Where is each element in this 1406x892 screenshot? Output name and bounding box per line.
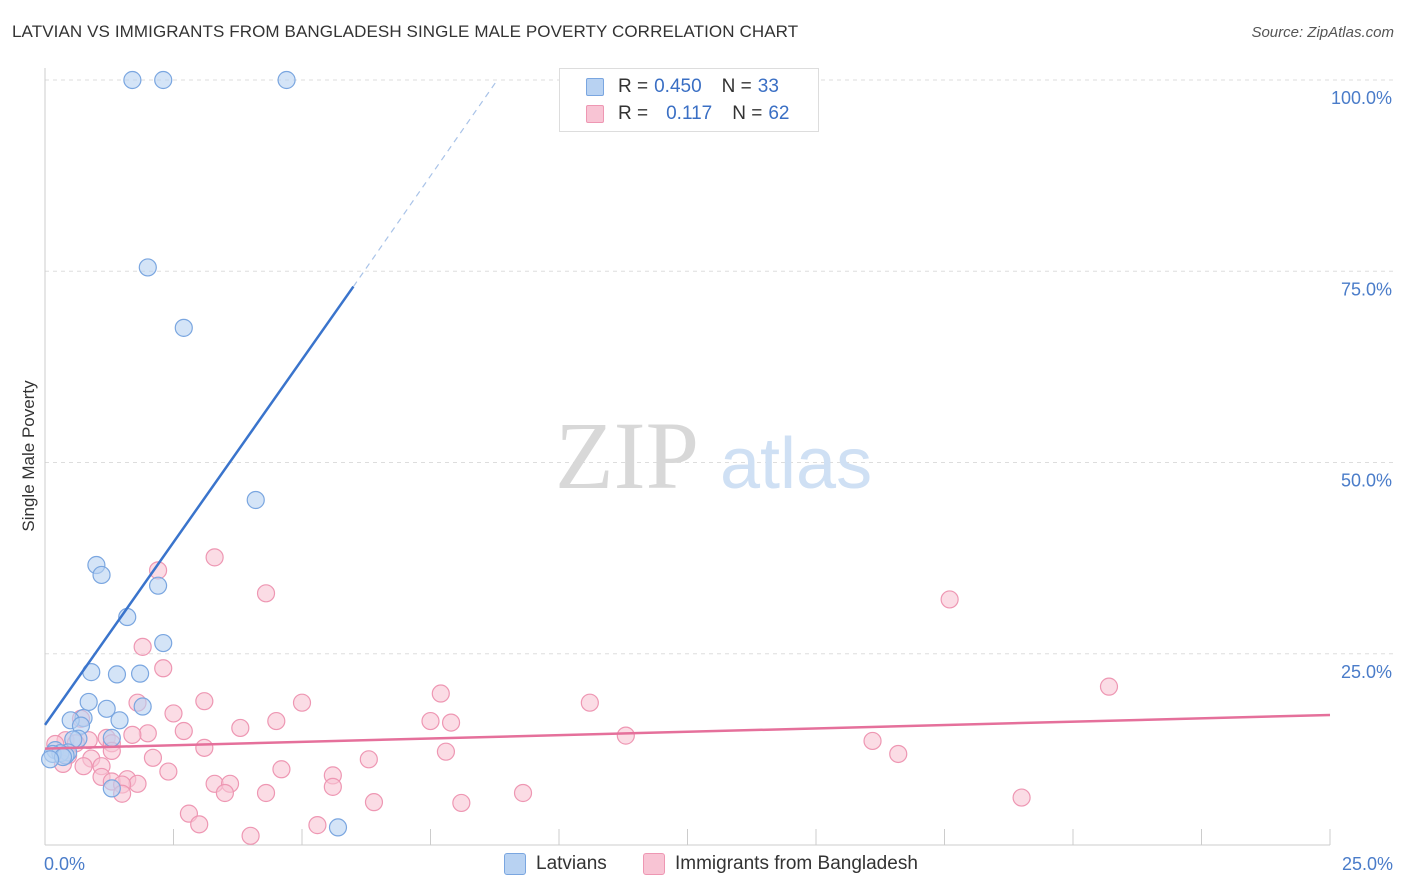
series-bangladesh-points [46,548,1119,845]
tick-labels: 100.0% 75.0% 50.0% 25.0% 0.0% 25.0% [44,88,1393,874]
bangladesh-trend-line [44,713,1331,750]
bangladesh-point [133,637,152,656]
bangladesh-point [143,748,163,767]
y-tick-label: 100.0% [1331,88,1392,108]
watermark-zip: ZIP [555,402,699,509]
series-latvians-points [41,70,348,837]
bangladesh-point [359,750,378,769]
bangladesh-point [241,826,260,845]
latvians-point [154,633,173,653]
r-value: 0.450 [654,76,702,97]
bangladesh-point [431,684,450,703]
watermark-atlas: atlas [720,424,872,504]
bangladesh-point [256,584,276,603]
y-tick-label: 25.0% [1341,662,1392,682]
latvians-trend-line [43,285,355,726]
bangladesh-point [190,815,209,834]
bangladesh-point [1012,788,1031,807]
bangladesh-point [436,742,456,761]
x-tick-label: 25.0% [1342,854,1393,874]
y-axis-label: Single Male Poverty [19,380,38,532]
stats-legend: R = 0.450 N = 33 R = 0.117 N = 62 [559,68,819,132]
latvians-point [130,664,150,683]
bangladesh-point [74,757,93,776]
latvians-swatch [586,78,604,96]
axes [44,68,1331,846]
latvians-point [107,665,127,684]
legend-row-bangladesh: R = 0.117 N = 62 [586,101,790,127]
grid-lines [45,79,1395,655]
latvians-point [133,697,152,716]
n-label: N = [732,103,763,124]
latvians-point [328,818,348,837]
bangladesh-point [256,783,276,803]
latvians-point [138,258,157,277]
bangladesh-swatch [586,105,604,123]
latvians-point [41,750,60,769]
latvians-legend-swatch [504,853,526,875]
bottom-legend-bangladesh[interactable]: Immigrants from Bangladesh [643,851,918,877]
bangladesh-point [128,774,147,793]
bangladesh-point [267,711,286,731]
n-label: N = [721,76,752,97]
bottom-legend-latvians[interactable]: Latvians [504,851,607,877]
watermark: ZIP atlas [555,402,872,509]
bangladesh-point [159,762,178,781]
legend-row-latvians: R = 0.450 N = 33 [586,74,779,100]
latvians-point [92,565,111,585]
x-tick-label: 0.0% [44,854,85,874]
y-tick-label: 75.0% [1341,279,1392,299]
latvians-point [246,490,265,510]
bangladesh-point [123,725,142,744]
r-label: R = [618,76,649,97]
n-value: 33 [757,76,779,97]
latvians-point [79,692,98,712]
bangladesh-point [513,783,533,803]
bangladesh-point [215,783,234,803]
latvians-point [110,711,129,730]
bangladesh-point [364,793,384,812]
latvians-point [148,576,168,595]
latvians-point [174,318,193,337]
latvians-point [97,699,116,718]
latvians-point [154,70,173,90]
latvians-trend-extension [352,79,498,287]
bangladesh-point [195,692,214,711]
latvians-point [102,728,121,748]
y-tick-label: 50.0% [1341,471,1392,491]
bangladesh-point [452,793,471,813]
bangladesh-point [421,711,440,731]
chart-title: LATVIAN VS IMMIGRANTS FROM BANGLADESH SI… [12,22,799,41]
r-label: R = [618,103,649,124]
bangladesh-legend-swatch [643,853,665,875]
bangladesh-point [154,659,173,678]
r-value: 0.117 [666,103,713,124]
bangladesh-point [164,704,183,723]
bangladesh-point [174,721,193,741]
bangladesh-point [616,726,635,745]
n-value: 62 [768,103,790,124]
bangladesh-point [138,724,157,743]
bangladesh-point [308,816,327,835]
bangladesh-point [292,693,312,712]
latvians-point [102,779,121,798]
bangladesh-point [889,744,908,764]
bangladesh-point [1099,677,1119,696]
bangladesh-point [863,731,882,751]
bangladesh-point [195,738,214,757]
latvians-point [123,70,142,90]
trend-lines [43,79,1331,750]
bangladesh-point [231,718,250,738]
bangladesh-point [940,590,959,609]
bangladesh-legend-label: Immigrants from Bangladesh [675,853,918,874]
bangladesh-point [272,760,291,779]
bangladesh-point [205,548,224,567]
latvians-point [277,70,296,90]
source-label: Source: ZipAtlas.com [1251,24,1394,41]
bangladesh-point [580,693,599,712]
bangladesh-point [441,713,461,732]
bangladesh-point [323,777,342,796]
latvians-legend-label: Latvians [536,853,607,874]
